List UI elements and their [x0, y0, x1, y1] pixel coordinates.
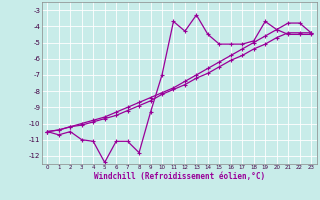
X-axis label: Windchill (Refroidissement éolien,°C): Windchill (Refroidissement éolien,°C) [94, 172, 265, 181]
